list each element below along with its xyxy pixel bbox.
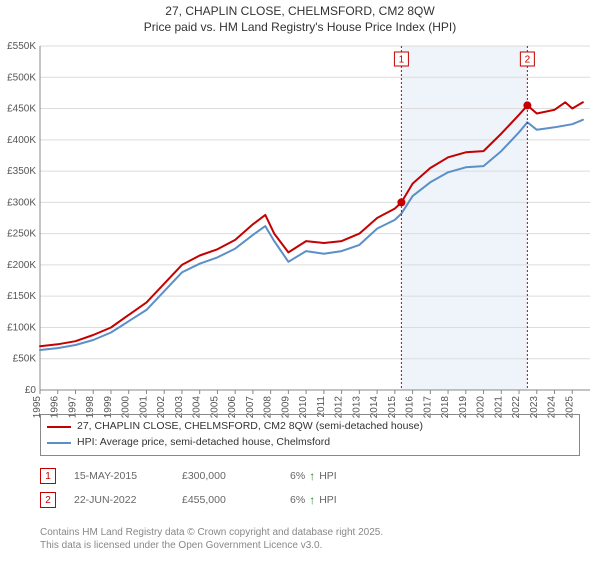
arrow-up-icon: ↑ [309, 469, 315, 483]
footnote-line2: This data is licensed under the Open Gov… [40, 539, 580, 552]
marker-1-label: 1 [399, 55, 405, 66]
legend-label: HPI: Average price, semi-detached house,… [77, 435, 330, 451]
legend: 27, CHAPLIN CLOSE, CHELMSFORD, CM2 8QW (… [40, 414, 580, 456]
transaction-row: 2 22-JUN-2022 £455,000 6% ↑ HPI [40, 488, 580, 512]
svg-text:£250K: £250K [7, 229, 36, 240]
transaction-row: 1 15-MAY-2015 £300,000 6% ↑ HPI [40, 464, 580, 488]
svg-text:£200K: £200K [7, 260, 36, 271]
svg-text:£100K: £100K [7, 322, 36, 333]
legend-item-price_paid: 27, CHAPLIN CLOSE, CHELMSFORD, CM2 8QW (… [47, 419, 573, 435]
arrow-up-icon: ↑ [309, 493, 315, 507]
marker-2-label: 2 [525, 55, 531, 66]
transaction-diff: 6% ↑ HPI [290, 469, 337, 483]
transaction-price: £300,000 [182, 470, 272, 482]
transaction-number-box: 2 [40, 492, 56, 508]
marker-2-dot [523, 101, 531, 109]
legend-swatch [47, 426, 71, 428]
svg-text:£300K: £300K [7, 197, 36, 208]
svg-text:£350K: £350K [7, 166, 36, 177]
footnote: Contains HM Land Registry data © Crown c… [40, 526, 580, 552]
transactions-table: 1 15-MAY-2015 £300,000 6% ↑ HPI 2 22-JUN-2022 £4… [40, 464, 580, 512]
transaction-date: 15-MAY-2015 [74, 470, 164, 482]
chart-svg: £0£50K£100K£150K£200K£250K£300K£350K£400… [40, 46, 590, 408]
footnote-line1: Contains HM Land Registry data © Crown c… [40, 526, 580, 539]
legend-item-hpi: HPI: Average price, semi-detached house,… [47, 435, 573, 451]
plot-area: £0£50K£100K£150K£200K£250K£300K£350K£400… [40, 46, 590, 408]
transaction-vs-label: HPI [319, 494, 337, 506]
transaction-number-box: 1 [40, 468, 56, 484]
title-line1: 27, CHAPLIN CLOSE, CHELMSFORD, CM2 8QW [0, 4, 600, 20]
transaction-date: 22-JUN-2022 [74, 494, 164, 506]
svg-text:£450K: £450K [7, 104, 36, 115]
svg-text:£500K: £500K [7, 72, 36, 83]
transaction-diff: 6% ↑ HPI [290, 493, 337, 507]
svg-text:£400K: £400K [7, 135, 36, 146]
legend-label: 27, CHAPLIN CLOSE, CHELMSFORD, CM2 8QW (… [77, 419, 423, 435]
marker-1-dot [397, 198, 405, 206]
svg-text:£550K: £550K [7, 41, 36, 52]
transaction-price: £455,000 [182, 494, 272, 506]
transaction-diff-pct: 6% [290, 470, 305, 482]
svg-text:£0: £0 [25, 385, 37, 396]
transaction-vs-label: HPI [319, 470, 337, 482]
svg-text:£50K: £50K [13, 354, 37, 365]
title-line2: Price paid vs. HM Land Registry's House … [0, 20, 600, 36]
legend-swatch [47, 442, 71, 444]
chart-title: 27, CHAPLIN CLOSE, CHELMSFORD, CM2 8QW P… [0, 4, 600, 35]
svg-text:£150K: £150K [7, 291, 36, 302]
transaction-diff-pct: 6% [290, 494, 305, 506]
